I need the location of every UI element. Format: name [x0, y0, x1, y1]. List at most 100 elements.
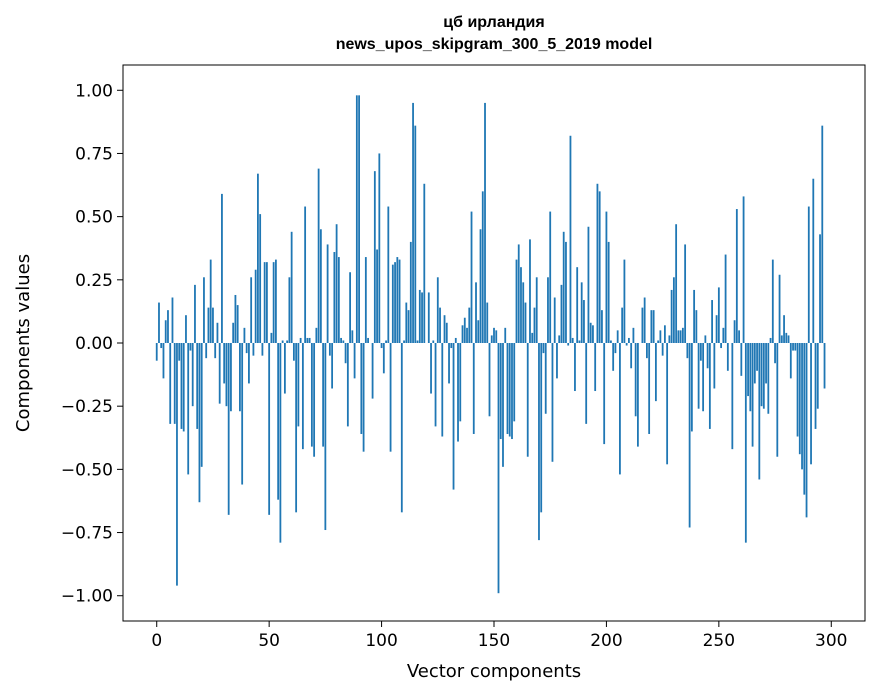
- bar-128: [443, 315, 446, 343]
- bar-143: [477, 320, 480, 343]
- bar-232: [677, 330, 680, 343]
- bar-281: [787, 335, 790, 343]
- bar-139: [468, 307, 471, 343]
- bar-177: [553, 297, 556, 343]
- bar-114: [412, 102, 414, 343]
- bar-29: [221, 193, 223, 343]
- bar-277: [778, 274, 781, 343]
- bar-289: [805, 343, 808, 518]
- bar-258: [735, 209, 738, 343]
- bar-194: [592, 325, 594, 343]
- bar-256: [731, 343, 734, 450]
- bar-253: [724, 254, 727, 343]
- bar-3: [162, 343, 165, 379]
- bar-183: [567, 343, 570, 346]
- bar-18: [196, 343, 199, 429]
- bar-231: [675, 224, 678, 343]
- bar-273: [769, 337, 772, 343]
- bar-291: [810, 343, 812, 465]
- bar-257: [733, 320, 736, 343]
- bar-96: [371, 343, 374, 399]
- bar-263: [747, 343, 749, 397]
- bar-292: [812, 178, 815, 343]
- bar-136: [461, 325, 464, 343]
- bar-278: [780, 335, 783, 343]
- bar-77: [328, 343, 331, 356]
- y-tick-label: −0.75: [61, 524, 113, 544]
- x-tick-label: 150: [478, 631, 510, 651]
- bar-247: [711, 300, 713, 343]
- bar-210: [628, 337, 630, 343]
- y-axis: 1.00 0.75 0.50 0.25 0.00 −0.25 −0.50 −0.75 −1.00: [61, 81, 123, 607]
- bar-44: [254, 269, 257, 343]
- bar-204: [614, 343, 617, 354]
- bar-17: [194, 284, 196, 343]
- bar-94: [367, 337, 369, 343]
- bar-57: [283, 343, 286, 394]
- bar-188: [578, 340, 581, 343]
- bar-26: [214, 343, 217, 359]
- bar-121: [427, 292, 430, 343]
- bar-64: [299, 337, 302, 343]
- bar-142: [475, 282, 477, 343]
- bar-75: [324, 343, 327, 531]
- bar-222: [654, 343, 657, 402]
- bar-33: [230, 343, 232, 412]
- bar-45: [257, 173, 259, 343]
- bar-1: [158, 302, 160, 343]
- bar-235: [684, 244, 687, 343]
- bar-137: [463, 317, 466, 343]
- bar-113: [409, 241, 412, 343]
- bar-62: [295, 343, 298, 513]
- bar-148: [488, 343, 491, 417]
- bar-104: [389, 343, 392, 452]
- bar-116: [416, 340, 419, 343]
- bar-52: [272, 262, 275, 343]
- bar-83: [342, 340, 345, 343]
- bar-70: [313, 343, 316, 457]
- bar-149: [490, 335, 493, 343]
- bar-43: [252, 343, 255, 356]
- bar-233: [679, 330, 682, 343]
- bar-8: [173, 343, 176, 424]
- bar-127: [441, 343, 444, 437]
- bar-7: [171, 297, 174, 343]
- bar-48: [263, 262, 266, 343]
- bar-85: [346, 343, 349, 427]
- bar-274: [771, 259, 774, 343]
- bar-13: [185, 315, 187, 343]
- bar-242: [699, 343, 702, 361]
- bar-293: [814, 343, 817, 429]
- bar-176: [551, 343, 554, 462]
- bar-296: [821, 125, 824, 344]
- bar-287: [801, 343, 803, 470]
- bar-20: [200, 343, 203, 467]
- bar-220: [650, 310, 653, 343]
- bar-42: [250, 277, 253, 343]
- bar-109: [400, 343, 403, 513]
- bar-270: [762, 343, 765, 409]
- bar-219: [648, 343, 651, 434]
- bar-159: [513, 343, 516, 422]
- bar-6: [169, 343, 172, 424]
- y-tick-label: 1.00: [75, 81, 113, 101]
- bar-221: [652, 310, 655, 343]
- bar-162: [520, 267, 522, 343]
- chart-subtitle: news_upos_skipgram_300_5_2019 model: [335, 36, 653, 53]
- bar-76: [326, 244, 329, 343]
- bar-280: [785, 332, 788, 343]
- bar-243: [702, 343, 705, 412]
- bar-125: [436, 277, 439, 343]
- bar-206: [619, 343, 621, 475]
- bar-133: [454, 337, 457, 343]
- bar-93: [364, 257, 367, 343]
- bar-260: [740, 343, 743, 376]
- bar-107: [396, 257, 399, 343]
- bar-55: [279, 343, 282, 543]
- bar-249: [715, 315, 718, 343]
- x-tick-label: 100: [365, 631, 397, 651]
- bar-14: [187, 343, 190, 475]
- bar-103: [387, 206, 390, 343]
- bar-158: [511, 343, 513, 440]
